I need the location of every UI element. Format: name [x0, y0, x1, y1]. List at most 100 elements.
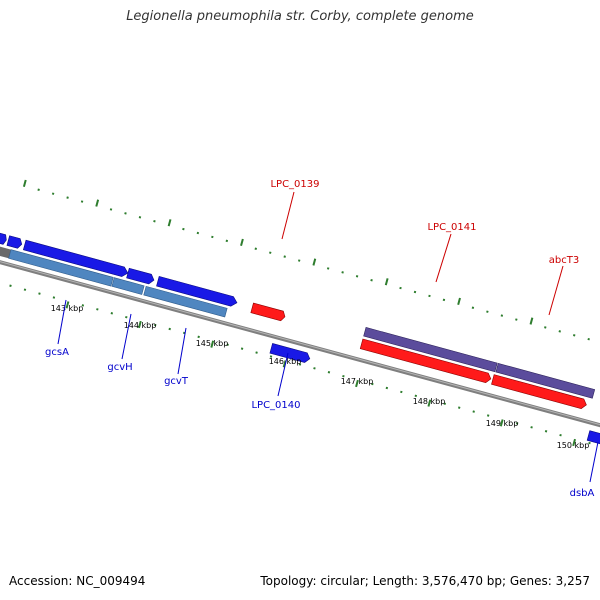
scale-dot [355, 275, 359, 278]
scale-dot [587, 337, 590, 341]
scale-dot [80, 200, 84, 203]
kbp-label: 150 kbp [557, 441, 590, 450]
inner-scale [9, 284, 591, 447]
kbp-label: 149 kbp [486, 419, 519, 428]
scale-dot [559, 433, 562, 437]
cds-forward-arrow[interactable] [6, 235, 23, 249]
scale-dot [371, 382, 374, 386]
scale-dot [399, 286, 402, 290]
scale-tick [572, 438, 576, 447]
scale-dot [515, 318, 518, 321]
gene-label-lpc-0141[interactable]: LPC_0141 [427, 222, 476, 233]
cds-forward-arrow[interactable] [22, 239, 129, 278]
scale-dot [327, 371, 331, 374]
scale-dot [255, 351, 258, 354]
scale-dot [342, 374, 345, 378]
scale-dot [138, 216, 142, 219]
gene-forward-bar[interactable] [8, 249, 114, 287]
scale-tick [312, 258, 317, 266]
map-title: Legionella pneumophila str. Corby, compl… [126, 9, 474, 24]
scale-dot [544, 326, 547, 329]
cds-reverse-arrow[interactable] [491, 374, 587, 410]
scale-dot [96, 308, 99, 311]
scale-dot [269, 355, 273, 358]
gene-reverse-bar[interactable] [495, 362, 596, 399]
scale-dot [486, 310, 489, 313]
scale-dot [298, 363, 302, 366]
scale-dot [38, 292, 41, 295]
scale-dot [154, 323, 157, 327]
cds-forward-arrow[interactable] [269, 343, 311, 363]
gene-label-abct3[interactable]: abcT3 [549, 255, 579, 266]
scale-dot [51, 192, 55, 195]
scale-tick [457, 297, 461, 306]
scale-dot [196, 231, 200, 235]
kbp-label: 143 kbp [51, 304, 84, 313]
cds-forward-arrow[interactable] [0, 224, 8, 245]
leader-line [435, 233, 452, 283]
scale-tick [427, 399, 432, 407]
scale-tick [22, 179, 27, 188]
kbp-label: 148 kbp [413, 397, 446, 406]
scale-dot [226, 343, 229, 346]
gene-label-gcsa[interactable]: gcsA [45, 347, 69, 358]
scale-tick [210, 340, 215, 348]
leader-line [57, 299, 67, 345]
scale-dot [168, 327, 171, 331]
accession-label: Accession: NC_009494 [9, 574, 146, 588]
scale-dot [500, 314, 504, 317]
cds-reverse-arrow[interactable] [250, 302, 286, 322]
genome-backbone-highlight [0, 243, 600, 444]
scale-tick [137, 320, 142, 329]
scale-dot [313, 367, 316, 370]
scale-dot [109, 208, 113, 211]
scale-tick [529, 317, 534, 325]
kbp-label: 146 kbp [269, 357, 302, 366]
leader-line [121, 313, 132, 360]
cds-forward-arrow[interactable] [156, 276, 239, 307]
scale-dot [443, 402, 446, 405]
cds-reverse-arrow[interactable] [359, 338, 492, 384]
scale-dot [153, 219, 156, 223]
cds-forward-arrow[interactable] [586, 430, 600, 452]
scale-tick [167, 219, 172, 227]
scale-dot [37, 188, 40, 191]
scale-dot [211, 235, 214, 239]
leader-lines [57, 191, 599, 483]
scale-dot [472, 410, 475, 413]
leader-line [281, 191, 295, 240]
scale-dot [588, 441, 591, 445]
scale-dot [326, 267, 330, 270]
gene-forward-bar[interactable] [143, 285, 228, 318]
gene-label-lpc-0139[interactable]: LPC_0139 [270, 179, 319, 190]
gene-label-gcvt[interactable]: gcvT [164, 376, 189, 387]
genome-strip [0, 179, 600, 452]
gene-forward-bar[interactable] [111, 277, 145, 295]
scale-tick [65, 301, 70, 309]
gene-label-lpc-0140[interactable]: LPC_0140 [251, 400, 300, 411]
scale-tick [240, 238, 244, 247]
scale-dot [81, 304, 85, 307]
gene-label-gcvh[interactable]: gcvH [107, 362, 132, 373]
scale-dot [124, 212, 127, 215]
scale-dot [400, 390, 403, 394]
scale-dot [225, 239, 229, 243]
cds-forward-arrow[interactable] [126, 267, 156, 285]
scale-dot [572, 334, 576, 337]
scale-dot [283, 255, 286, 258]
scale-dot [442, 298, 446, 302]
scale-dot [269, 251, 272, 254]
scale-dot [110, 312, 114, 315]
leader-line [589, 441, 599, 483]
scale-dot [428, 294, 431, 298]
scale-dot [414, 394, 418, 398]
scale-dot [297, 259, 301, 262]
gene-label-dsba[interactable]: dsbA [570, 488, 595, 499]
kbp-label: 145 kbp [196, 339, 229, 348]
gene-reverse-bar[interactable] [363, 327, 498, 373]
scale-dot [66, 196, 69, 199]
scale-dot [182, 227, 185, 231]
scale-dot [9, 284, 12, 287]
